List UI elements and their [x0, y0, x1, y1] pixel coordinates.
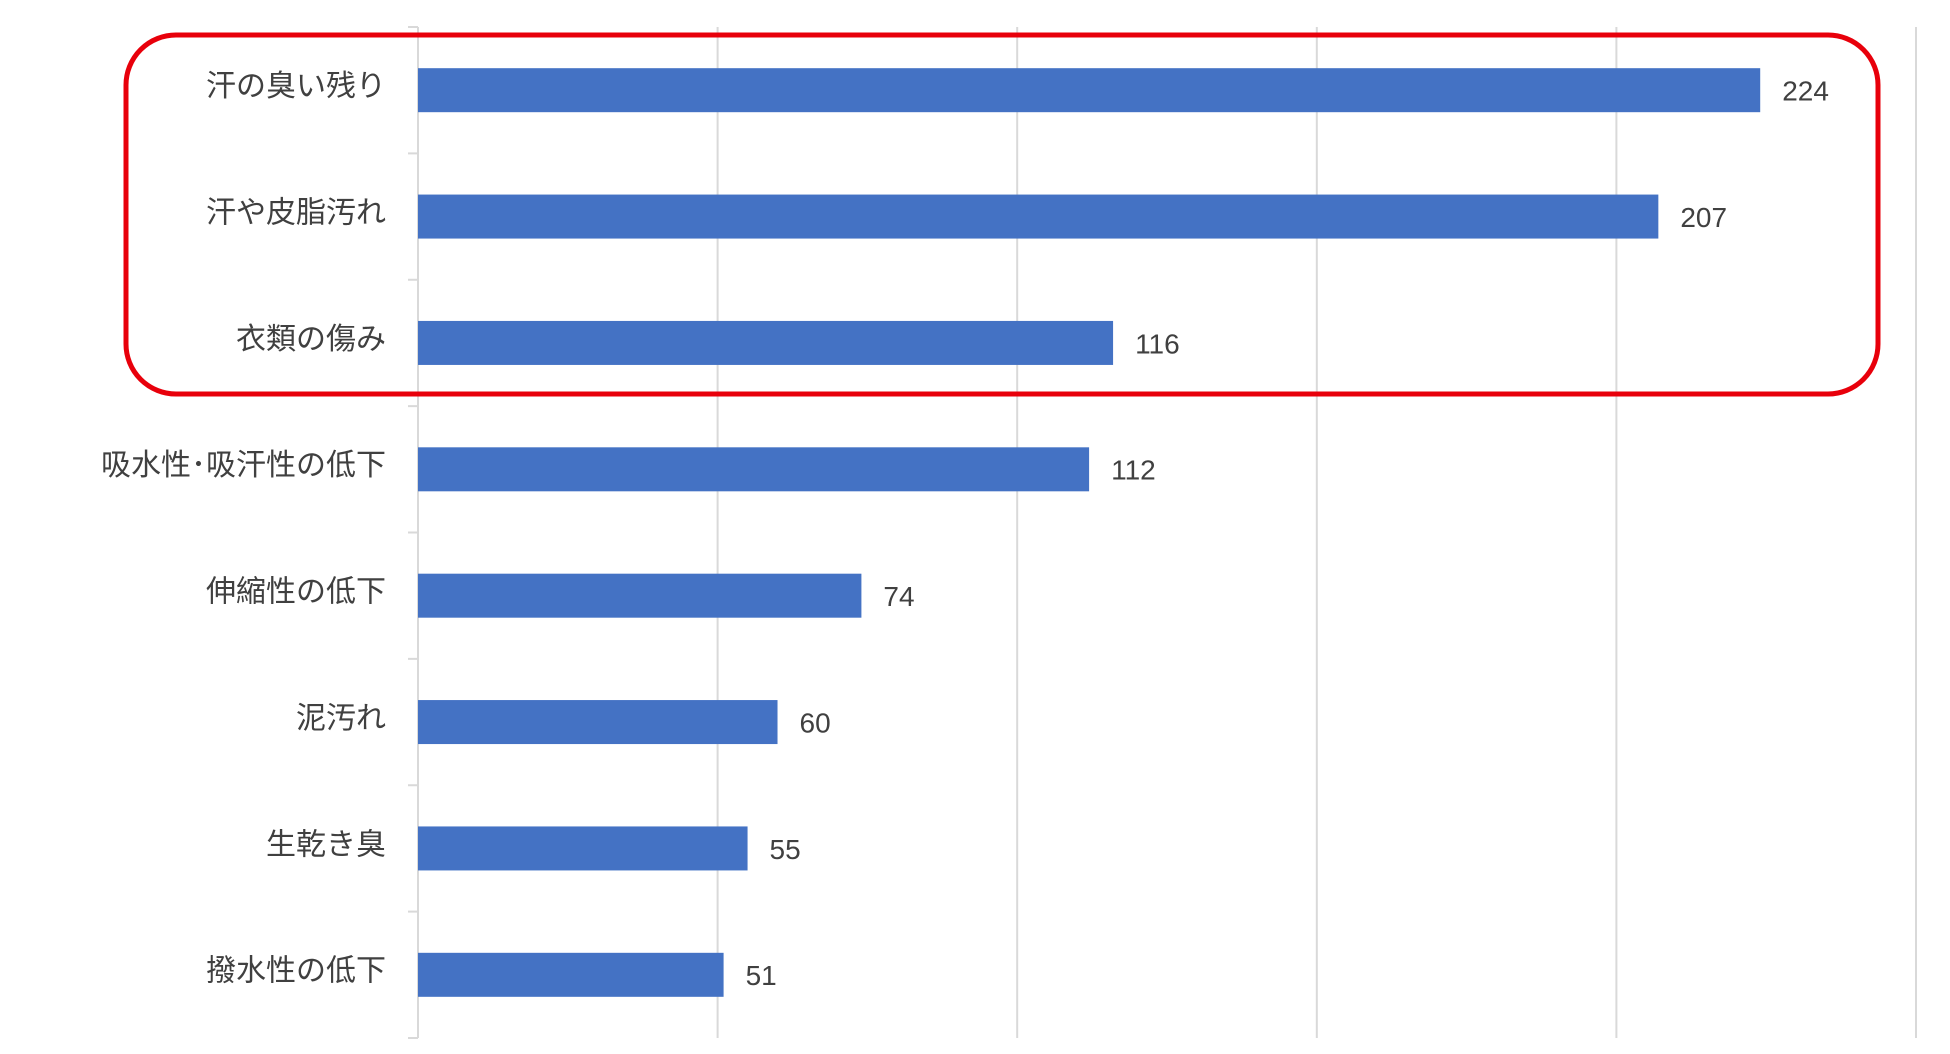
- bar: [418, 194, 1659, 239]
- category-label: 伸縮性の低下: [206, 576, 386, 609]
- category-label: 衣類の傷み: [236, 323, 386, 356]
- data-label: 74: [883, 581, 914, 612]
- bar: [418, 447, 1090, 492]
- category-label: 泥汚れ: [296, 702, 386, 735]
- bar: [418, 573, 862, 618]
- category-label: 撥水性の低下: [206, 955, 386, 988]
- highlight-frame: [123, 32, 1881, 397]
- bar: [418, 700, 778, 745]
- bar: [418, 952, 724, 997]
- category-label: 吸水性･吸汗性の低下: [101, 449, 386, 482]
- category-label: 生乾き臭: [266, 828, 386, 861]
- data-label: 224: [1782, 76, 1829, 107]
- data-label: 51: [746, 960, 777, 991]
- data-label: 60: [800, 707, 831, 738]
- data-label: 116: [1135, 328, 1180, 359]
- data-label: 112: [1111, 455, 1156, 486]
- category-label: 汗や皮脂汚れ: [206, 196, 386, 229]
- data-label: 55: [770, 834, 801, 865]
- bar: [418, 68, 1761, 113]
- category-label: 汗の臭い残り: [206, 70, 386, 103]
- bar: [418, 320, 1114, 365]
- data-label: 207: [1680, 202, 1727, 233]
- bar: [418, 826, 748, 871]
